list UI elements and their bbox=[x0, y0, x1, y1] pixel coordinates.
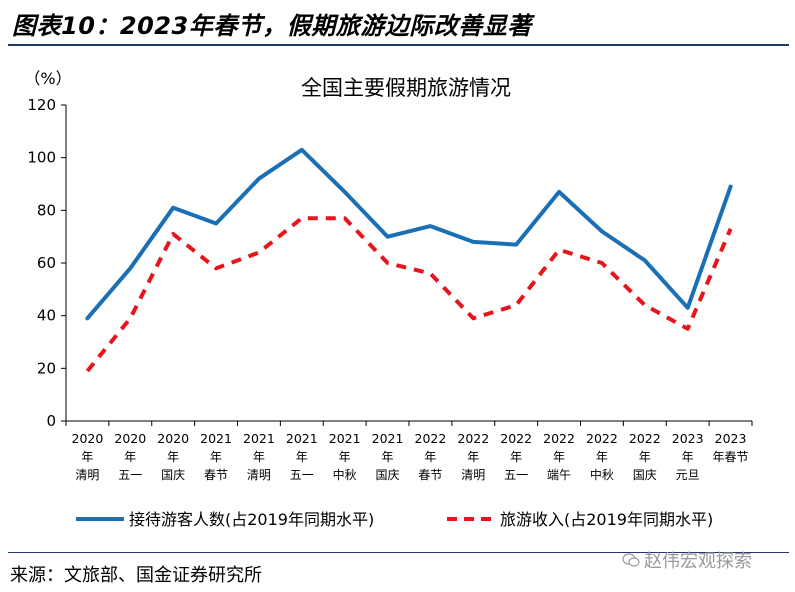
legend-label-2: 旅游收入(占2019年同期水平) bbox=[500, 510, 713, 529]
x-tick-label: 2023 bbox=[715, 431, 747, 446]
wechat-icon bbox=[622, 553, 640, 567]
x-tick-label: 2022 bbox=[543, 431, 575, 446]
x-tick-label: 年 bbox=[296, 450, 308, 464]
x-tick-label: 2020 bbox=[72, 431, 104, 446]
x-tick-label: 2022 bbox=[500, 431, 532, 446]
x-tick-label: 五一 bbox=[118, 468, 142, 482]
x-tick-label: 年 bbox=[682, 450, 694, 464]
x-tick-label: 2021 bbox=[243, 431, 275, 446]
legend: 接待游客人数(占2019年同期水平) 旅游收入(占2019年同期水平) bbox=[76, 510, 713, 529]
x-tick-label: 年 bbox=[124, 450, 136, 464]
x-tick-label: 年 bbox=[467, 450, 479, 464]
x-tick-label: 五一 bbox=[290, 468, 314, 482]
x-tick-label: 年 bbox=[510, 450, 522, 464]
x-tick-label: 清明 bbox=[247, 468, 271, 482]
x-tick-label: 2021 bbox=[372, 431, 404, 446]
x-tick-label: 年 bbox=[167, 450, 179, 464]
x-tick-label: 国庆 bbox=[376, 468, 400, 482]
source-note: 来源：文旅部、国金证券研究所 bbox=[10, 565, 262, 586]
x-tick-label: 年 bbox=[210, 450, 222, 464]
x-tick-label: 2021 bbox=[200, 431, 232, 446]
x-tick-label: 清明 bbox=[461, 468, 485, 482]
series-line-2 bbox=[85, 216, 733, 373]
x-tick-label: 中秋 bbox=[590, 467, 614, 482]
x-tick-label: 年 bbox=[424, 450, 436, 464]
series-line-1 bbox=[85, 147, 733, 321]
x-tick-label: 元旦 bbox=[676, 468, 700, 482]
x-tick-label: 2021 bbox=[329, 431, 361, 446]
x-tick-label: 2022 bbox=[586, 431, 618, 446]
y-tick-label: 80 bbox=[37, 201, 56, 219]
x-tick-label: 清明 bbox=[75, 468, 99, 482]
y-tick-label: 120 bbox=[27, 96, 56, 114]
x-tick-label: 年 bbox=[253, 450, 265, 464]
x-tick-label: 2022 bbox=[415, 431, 447, 446]
x-tick-label: 端午 bbox=[547, 468, 571, 482]
x-tick-label: 2023 bbox=[672, 431, 704, 446]
chart-title: 全国主要假期旅游情况 bbox=[301, 76, 511, 100]
x-tick-label: 年 bbox=[81, 450, 93, 464]
x-tick-label: 春节 bbox=[204, 468, 228, 482]
x-tick-label: 年 bbox=[382, 450, 394, 464]
figure-title: 图表10：2023年春节，假期旅游边际改善显著 bbox=[12, 12, 532, 40]
x-tick-label: 2022 bbox=[457, 431, 489, 446]
title-rule bbox=[8, 44, 789, 46]
legend-label-1: 接待游客人数(占2019年同期水平) bbox=[129, 510, 374, 529]
x-tick-label: 国庆 bbox=[161, 468, 185, 482]
x-tick-label: 2020 bbox=[157, 431, 189, 446]
series-layer bbox=[85, 147, 733, 373]
x-tick-label: 春节 bbox=[418, 468, 442, 482]
x-tick-label: 国庆 bbox=[633, 468, 657, 482]
y-tick-label: 20 bbox=[37, 359, 56, 377]
x-tick-label: 2021 bbox=[286, 431, 318, 446]
x-tick-label: 2020 bbox=[114, 431, 146, 446]
y-tick-label: 0 bbox=[46, 412, 56, 430]
x-tick-label: 五一 bbox=[504, 468, 528, 482]
y-axis-unit-label: （%） bbox=[24, 69, 71, 88]
axes: 0 20 40 60 80 100 120 2020 年清明 2020 年五一 2020 年国庆 2021… bbox=[27, 96, 753, 482]
bottom-rule bbox=[8, 552, 789, 553]
x-tick-label: 年 bbox=[553, 450, 565, 464]
y-tick-label: 40 bbox=[37, 307, 56, 325]
x-tick-label: 中秋 bbox=[333, 467, 357, 482]
y-tick-label: 100 bbox=[27, 149, 56, 167]
watermark-text: 赵伟宏观探索 bbox=[644, 551, 752, 572]
x-tick-label: 2022 bbox=[629, 431, 661, 446]
x-tick-label: 年 bbox=[639, 450, 651, 464]
x-tick-label: 年 bbox=[339, 450, 351, 464]
x-tick-label: 年 bbox=[596, 450, 608, 464]
line-chart: 全国主要假期旅游情况 （%） 0 20 40 60 80 100 120 2020 年清明 202… bbox=[24, 69, 753, 529]
watermark: 赵伟宏观探索 bbox=[622, 547, 752, 573]
y-tick-label: 60 bbox=[37, 254, 56, 272]
x-tick-label: 年春节 bbox=[713, 450, 749, 464]
